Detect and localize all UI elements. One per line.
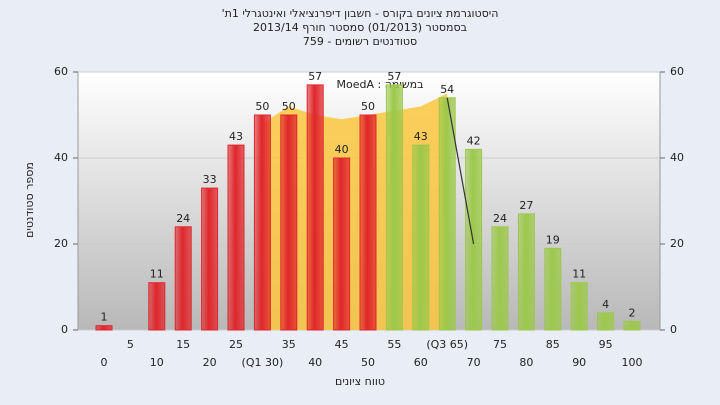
x-tick-label: 10 bbox=[150, 356, 164, 369]
x-tick-label: (Q1 30) bbox=[242, 356, 284, 369]
y2-tick-label: 20 bbox=[670, 237, 684, 250]
x-tick-label: 5 bbox=[127, 338, 134, 351]
value-label: 42 bbox=[467, 134, 481, 147]
value-label: 1 bbox=[101, 311, 108, 324]
value-label: 50 bbox=[255, 100, 269, 113]
y2-tick-label: 60 bbox=[670, 65, 684, 78]
chart-subtitle: סטודנטים רשומים - 759 bbox=[303, 35, 417, 48]
x-tick-label: 35 bbox=[282, 338, 296, 351]
value-label: 40 bbox=[335, 143, 349, 156]
bar bbox=[412, 144, 430, 331]
annotation: במשימה : MoedA bbox=[337, 78, 424, 91]
x-tick-label: 95 bbox=[599, 338, 613, 351]
bar bbox=[517, 213, 535, 331]
x-tick-label: 20 bbox=[203, 356, 217, 369]
bar bbox=[623, 320, 641, 331]
x-tick-label: 70 bbox=[467, 356, 481, 369]
bar bbox=[359, 114, 377, 331]
bar bbox=[570, 282, 588, 331]
value-label: 11 bbox=[150, 268, 164, 281]
x-axis-label: טווח ציונים bbox=[335, 375, 385, 388]
x-tick-label: 80 bbox=[519, 356, 533, 369]
bar bbox=[201, 187, 219, 331]
x-tick-label: 45 bbox=[335, 338, 349, 351]
bar bbox=[148, 282, 166, 331]
bar bbox=[253, 114, 271, 331]
value-label: 27 bbox=[519, 199, 533, 212]
value-label: 19 bbox=[546, 233, 560, 246]
chart-subtitle: בסמסטר (01/2013) סמסטר חורף 2013/14 bbox=[253, 21, 467, 34]
x-tick-label: 15 bbox=[176, 338, 190, 351]
bar bbox=[491, 226, 509, 331]
value-label: 57 bbox=[387, 70, 401, 83]
y2-tick-label: 0 bbox=[670, 323, 677, 336]
x-tick-label: 100 bbox=[622, 356, 643, 369]
x-tick-label: 25 bbox=[229, 338, 243, 351]
y-tick-label: 60 bbox=[54, 65, 68, 78]
x-tick-label: 50 bbox=[361, 356, 375, 369]
value-label: 4 bbox=[602, 298, 609, 311]
x-tick-label: 55 bbox=[387, 338, 401, 351]
y2-tick-label: 40 bbox=[670, 151, 684, 164]
bar bbox=[280, 114, 298, 331]
value-label: 11 bbox=[572, 268, 586, 281]
y-tick-label: 20 bbox=[54, 237, 68, 250]
bar bbox=[95, 325, 113, 331]
bar bbox=[306, 84, 324, 331]
x-tick-label: (Q3 65) bbox=[426, 338, 468, 351]
bar bbox=[597, 312, 615, 331]
value-label: 24 bbox=[493, 212, 507, 225]
y-axis-label: מספר סטודנטים bbox=[23, 162, 36, 238]
x-tick-label: 60 bbox=[414, 356, 428, 369]
bar bbox=[227, 144, 245, 331]
bar bbox=[385, 84, 403, 331]
bar bbox=[438, 97, 456, 331]
bar bbox=[465, 148, 483, 331]
line bbox=[446, 97, 475, 245]
x-tick-label: 85 bbox=[546, 338, 560, 351]
bar bbox=[174, 226, 192, 331]
y-tick-label: 0 bbox=[61, 323, 68, 336]
value-label: 50 bbox=[282, 100, 296, 113]
value-label: 57 bbox=[308, 70, 322, 83]
value-label: 50 bbox=[361, 100, 375, 113]
y-tick-label: 40 bbox=[54, 151, 68, 164]
value-label: 54 bbox=[440, 83, 454, 96]
x-tick-label: 90 bbox=[572, 356, 586, 369]
value-label: 33 bbox=[203, 173, 217, 186]
value-label: 24 bbox=[176, 212, 190, 225]
value-label: 2 bbox=[629, 306, 636, 319]
x-tick-label: 40 bbox=[308, 356, 322, 369]
bar bbox=[333, 157, 351, 331]
x-tick-label: 75 bbox=[493, 338, 507, 351]
bar bbox=[544, 247, 562, 331]
chart-title: היסטוגרמת ציונים בקורס - חשבון דיפרנציאל… bbox=[222, 7, 499, 20]
value-label: 43 bbox=[229, 130, 243, 143]
value-label: 43 bbox=[414, 130, 428, 143]
x-tick-label: 0 bbox=[101, 356, 108, 369]
